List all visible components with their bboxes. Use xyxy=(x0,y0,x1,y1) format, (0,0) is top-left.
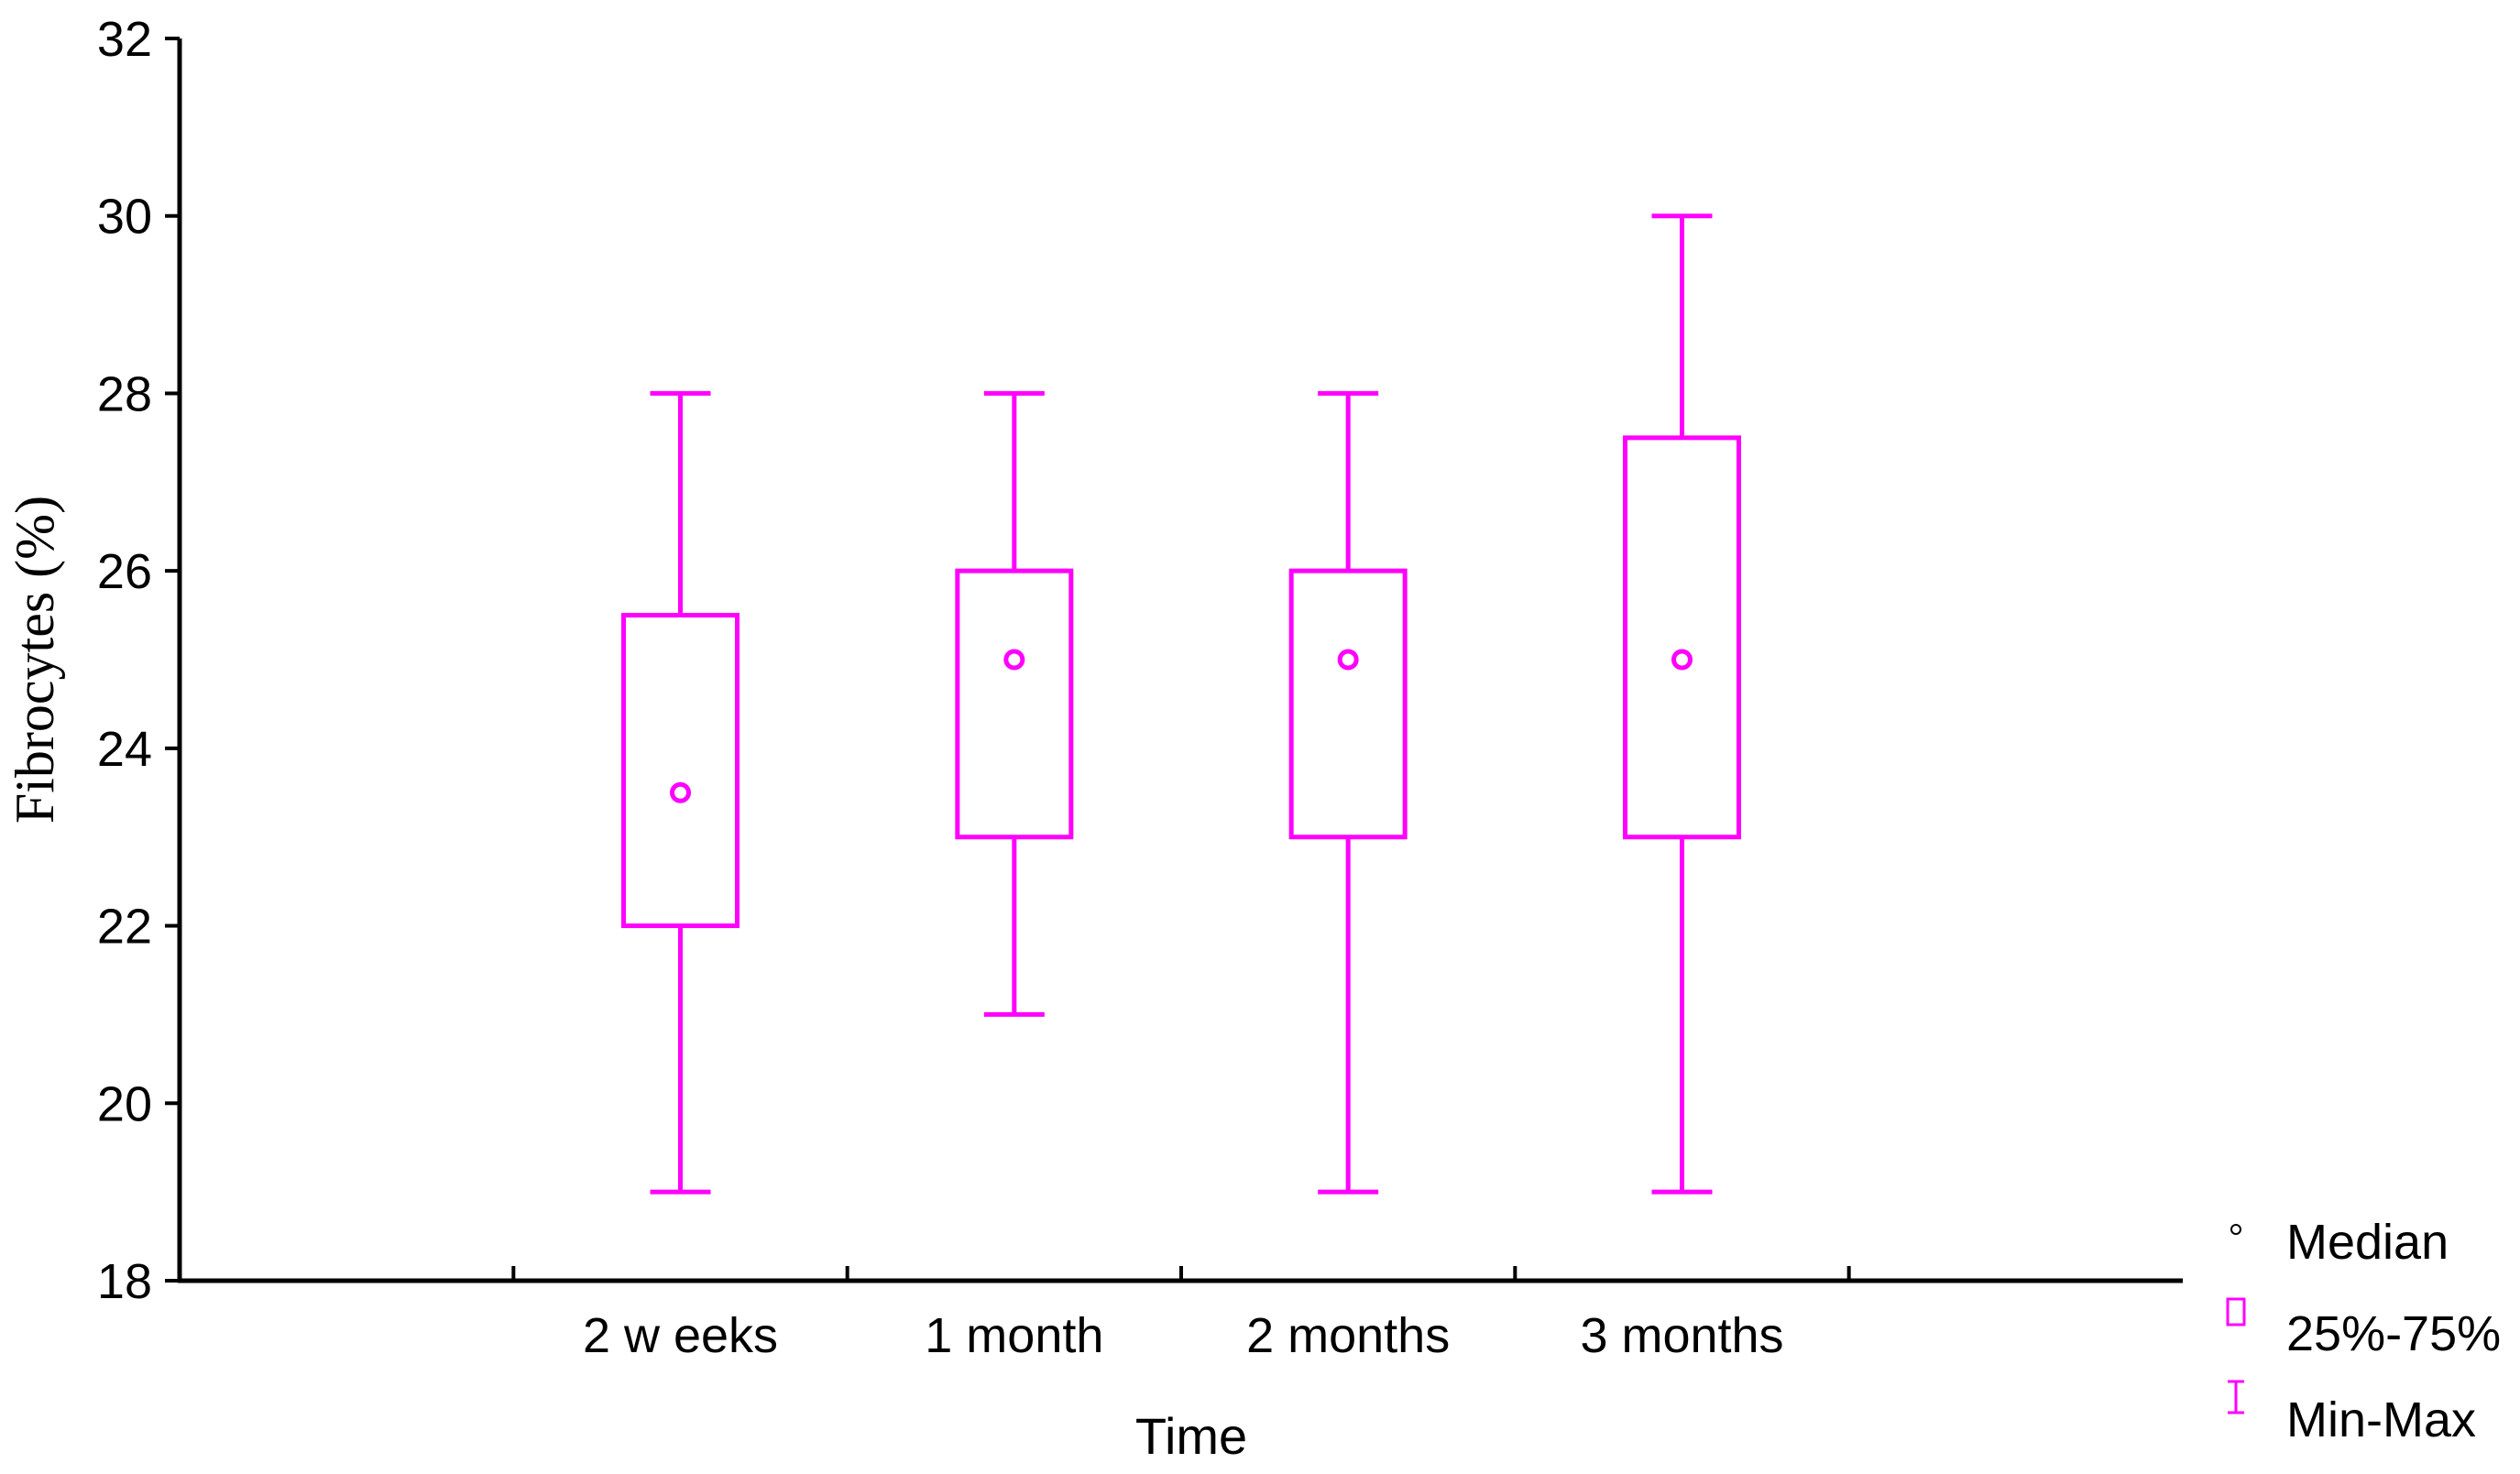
box-series xyxy=(621,213,1741,1195)
iqr-box xyxy=(1288,568,1408,840)
y-tick-label: 28 xyxy=(97,366,152,421)
legend-label: Min-Max xyxy=(2286,1392,2476,1447)
legend-label: Median xyxy=(2286,1215,2449,1270)
x-axis-ticks: 2 w eeks 1 month 2 months 3 months xyxy=(511,1266,1851,1363)
box-3 xyxy=(1288,390,1408,1195)
y-tick-label: 32 xyxy=(97,12,152,67)
y-tick-label: 18 xyxy=(97,1254,152,1309)
legend-label: 25%-75% xyxy=(2286,1306,2501,1361)
y-axis-ticks: 18 20 22 24 26 28 30 32 xyxy=(97,12,180,1309)
y-tick-label: 20 xyxy=(97,1076,152,1131)
x-tick-label: 1 month xyxy=(925,1308,1103,1363)
x-tick-label: 2 w eeks xyxy=(583,1308,778,1363)
whisker-icon xyxy=(2228,1380,2244,1414)
median-marker xyxy=(1003,649,1025,671)
iqr-box xyxy=(1623,435,1741,840)
box-2 xyxy=(955,390,1074,1017)
median-marker xyxy=(1337,649,1359,671)
y-tick-label: 30 xyxy=(97,190,152,245)
box-1 xyxy=(621,390,740,1195)
iqr-box xyxy=(955,568,1074,840)
y-tick-label: 24 xyxy=(97,722,152,777)
legend: Median 25%-75% Min-Max xyxy=(2226,1215,2501,1447)
circle-marker-icon xyxy=(2230,1224,2241,1235)
x-tick-label: 2 months xyxy=(1246,1308,1450,1363)
x-axis-title: Time xyxy=(1135,1407,1247,1465)
box-4 xyxy=(1623,213,1741,1195)
median-marker xyxy=(1671,649,1693,671)
x-tick-label: 3 months xyxy=(1580,1308,1783,1363)
median-marker xyxy=(670,781,691,803)
iqr-box xyxy=(621,613,740,929)
y-tick-label: 26 xyxy=(97,544,152,599)
box-icon xyxy=(2226,1297,2246,1327)
y-tick-label: 22 xyxy=(97,900,152,955)
axes xyxy=(177,38,2183,1283)
y-axis-title: Fibrocytes (%) xyxy=(5,496,65,824)
